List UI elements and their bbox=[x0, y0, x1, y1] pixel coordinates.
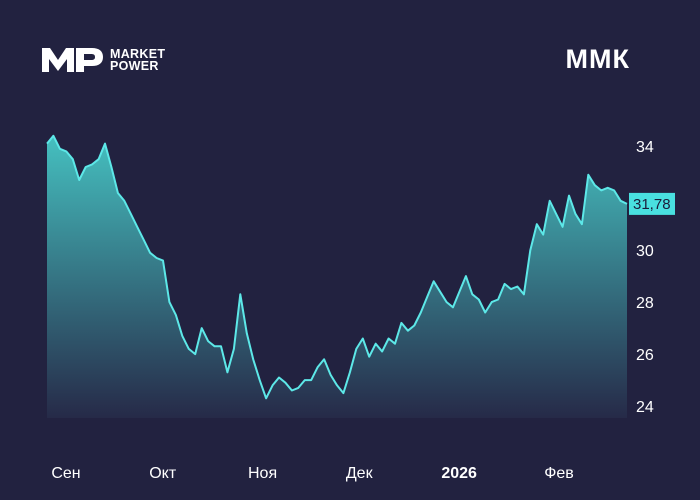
brand-name: MARKET POWER bbox=[110, 47, 166, 73]
y-axis: 242628303234 bbox=[636, 139, 654, 416]
price-area-fill bbox=[47, 135, 627, 419]
ticker-title: ММК bbox=[565, 44, 630, 74]
last-price-tag-bg bbox=[629, 192, 675, 215]
x-tick-label: Ноя bbox=[248, 465, 277, 482]
x-tick-label: Дек bbox=[346, 465, 374, 482]
x-tick-label: Сен bbox=[51, 465, 80, 482]
x-tick-label: 2026 bbox=[441, 465, 477, 482]
y-tick-label: 30 bbox=[636, 243, 654, 260]
x-axis: Сен Окт Ноя Дек 2026 Фев bbox=[51, 465, 573, 482]
brand-name-line1: MARKET bbox=[110, 47, 166, 61]
brand-name-line2: POWER bbox=[110, 59, 159, 73]
x-tick-label: Фев bbox=[544, 465, 574, 482]
last-price-label: 31,78 bbox=[633, 196, 671, 213]
y-tick-label: 24 bbox=[636, 399, 654, 416]
y-tick-label: 34 bbox=[636, 139, 654, 156]
y-tick-label: 26 bbox=[636, 347, 654, 364]
y-tick-label: 28 bbox=[636, 295, 654, 312]
brand-logo: MARKET POWER bbox=[42, 48, 165, 72]
last-price-tag: 31,78 bbox=[629, 192, 675, 215]
x-tick-label: Окт bbox=[149, 465, 177, 482]
market-power-logo-icon bbox=[42, 48, 103, 72]
price-line bbox=[46, 134, 628, 400]
